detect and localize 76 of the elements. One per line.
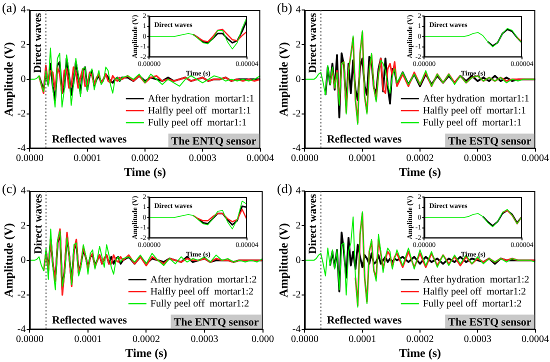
y-tick-label: -4 bbox=[292, 143, 301, 154]
y-tick-label: 2 bbox=[20, 39, 26, 50]
x-axis-title: Time (s) bbox=[398, 346, 442, 360]
x-tick-label: 0.0002 bbox=[131, 153, 159, 164]
x-tick-label: 0.0000 bbox=[16, 153, 44, 164]
y-tick-label: 2 bbox=[20, 220, 26, 232]
x-tick-label: 0.0004 bbox=[246, 153, 274, 164]
y-tick-label: -4 bbox=[292, 324, 301, 336]
legend-label: Fully peel off mortar1:1 bbox=[422, 118, 522, 129]
chart-title: (b) bbox=[277, 0, 292, 15]
y-tick-label: -2 bbox=[17, 108, 26, 120]
y-axis-title: Amplitude (V) bbox=[1, 42, 16, 116]
legend-label: After hydration mortar1:2 bbox=[422, 274, 530, 286]
x-tick-label: 0.0003 bbox=[464, 334, 492, 346]
x-tick-label: 0.0002 bbox=[406, 334, 434, 346]
legend-label: After hydration mortar1:2 bbox=[150, 274, 257, 286]
x-tick-label: 0.0000 bbox=[290, 334, 318, 346]
legend-label: Halfly peel off mortar1:1 bbox=[422, 106, 526, 117]
x-axis-title: Time (s) bbox=[124, 164, 166, 179]
y-axis-title: Amplitude (V) bbox=[276, 42, 290, 116]
annotation: Reflected waves bbox=[52, 134, 128, 146]
legend-label: Fully peel off mortar1:1 bbox=[148, 118, 247, 129]
y-tick-label: -2 bbox=[292, 290, 301, 301]
chart-title: (c) bbox=[2, 180, 16, 196]
legend-label: Fully peel off mortar1:2 bbox=[150, 298, 250, 310]
legend-label: Halfly peel off mortar1:2 bbox=[422, 286, 526, 298]
annotation: The ESTQ sensor bbox=[448, 136, 532, 148]
y-axis-title: Amplitude (V) bbox=[1, 223, 16, 298]
y-tick-label: 0 bbox=[20, 254, 26, 266]
x-tick-label: 0.0000 bbox=[16, 334, 44, 346]
x-tick-label: 0.0003 bbox=[188, 153, 216, 164]
legend-label: After hydration mortar1:1 bbox=[422, 94, 530, 105]
y-tick-label: -2 bbox=[17, 290, 26, 301]
x-tick-label: 0.0001 bbox=[74, 334, 102, 346]
legend-label: After hydration mortar1:1 bbox=[148, 94, 254, 105]
y-tick-label: 0 bbox=[296, 74, 301, 85]
annotation: Reflected waves bbox=[326, 134, 402, 146]
y-tick-label: -4 bbox=[17, 143, 26, 154]
x-tick-label: 0.0000 bbox=[290, 153, 318, 164]
legend-label: Fully peel off mortar1:2 bbox=[422, 298, 522, 310]
annotation: Reflected waves bbox=[326, 314, 402, 327]
legend-label: Halfly peel off mortar1:1 bbox=[148, 106, 252, 117]
annotation: The ENTQ sensor bbox=[171, 136, 256, 148]
x-tick-label: 0.0001 bbox=[348, 334, 376, 346]
chart-title: (d) bbox=[277, 180, 292, 196]
annotation: Reflected waves bbox=[52, 314, 128, 327]
x-tick-label: 0.0003 bbox=[464, 153, 492, 164]
annotation: The ESTQ sensor bbox=[448, 316, 532, 329]
chart-title: (a) bbox=[2, 0, 16, 15]
y-tick-label: -2 bbox=[292, 108, 301, 120]
y-tick-label: 4 bbox=[296, 4, 301, 16]
y-tick-label: 4 bbox=[20, 4, 26, 16]
y-tick-label: -4 bbox=[17, 324, 26, 336]
x-tick-label: 0.0004 bbox=[522, 153, 549, 164]
x-axis-title: Time (s) bbox=[398, 164, 442, 179]
x-tick-label: 0.000 bbox=[252, 334, 274, 346]
x-tick-label: 0.0002 bbox=[132, 334, 160, 346]
x-tick-label: 0.0002 bbox=[406, 153, 434, 164]
y-tick-label: 2 bbox=[296, 39, 301, 50]
legend-label: Halfly peel off mortar1:2 bbox=[150, 286, 254, 298]
y-tick-label: 2 bbox=[296, 220, 301, 232]
x-tick-label: 0.0001 bbox=[74, 153, 102, 164]
y-tick-label: 4 bbox=[296, 186, 301, 197]
y-axis-title: Amplitude (V) bbox=[276, 223, 290, 298]
ref-line-label: Direct waves bbox=[32, 193, 44, 254]
ref-line-label: Direct waves bbox=[307, 12, 320, 73]
y-tick-label: 0 bbox=[296, 254, 301, 266]
y-tick-label: 0 bbox=[20, 74, 26, 85]
x-axis-title: Time (s) bbox=[125, 346, 168, 360]
x-tick-label: 0.0003 bbox=[190, 334, 218, 346]
ref-line-label: Direct waves bbox=[307, 193, 320, 254]
x-tick-label: 0.0004 bbox=[522, 334, 549, 346]
ref-line-label: Direct waves bbox=[32, 12, 44, 73]
annotation: The ENTQ sensor bbox=[174, 316, 259, 329]
y-tick-label: 4 bbox=[20, 186, 26, 197]
x-tick-label: 0.0001 bbox=[348, 153, 376, 164]
